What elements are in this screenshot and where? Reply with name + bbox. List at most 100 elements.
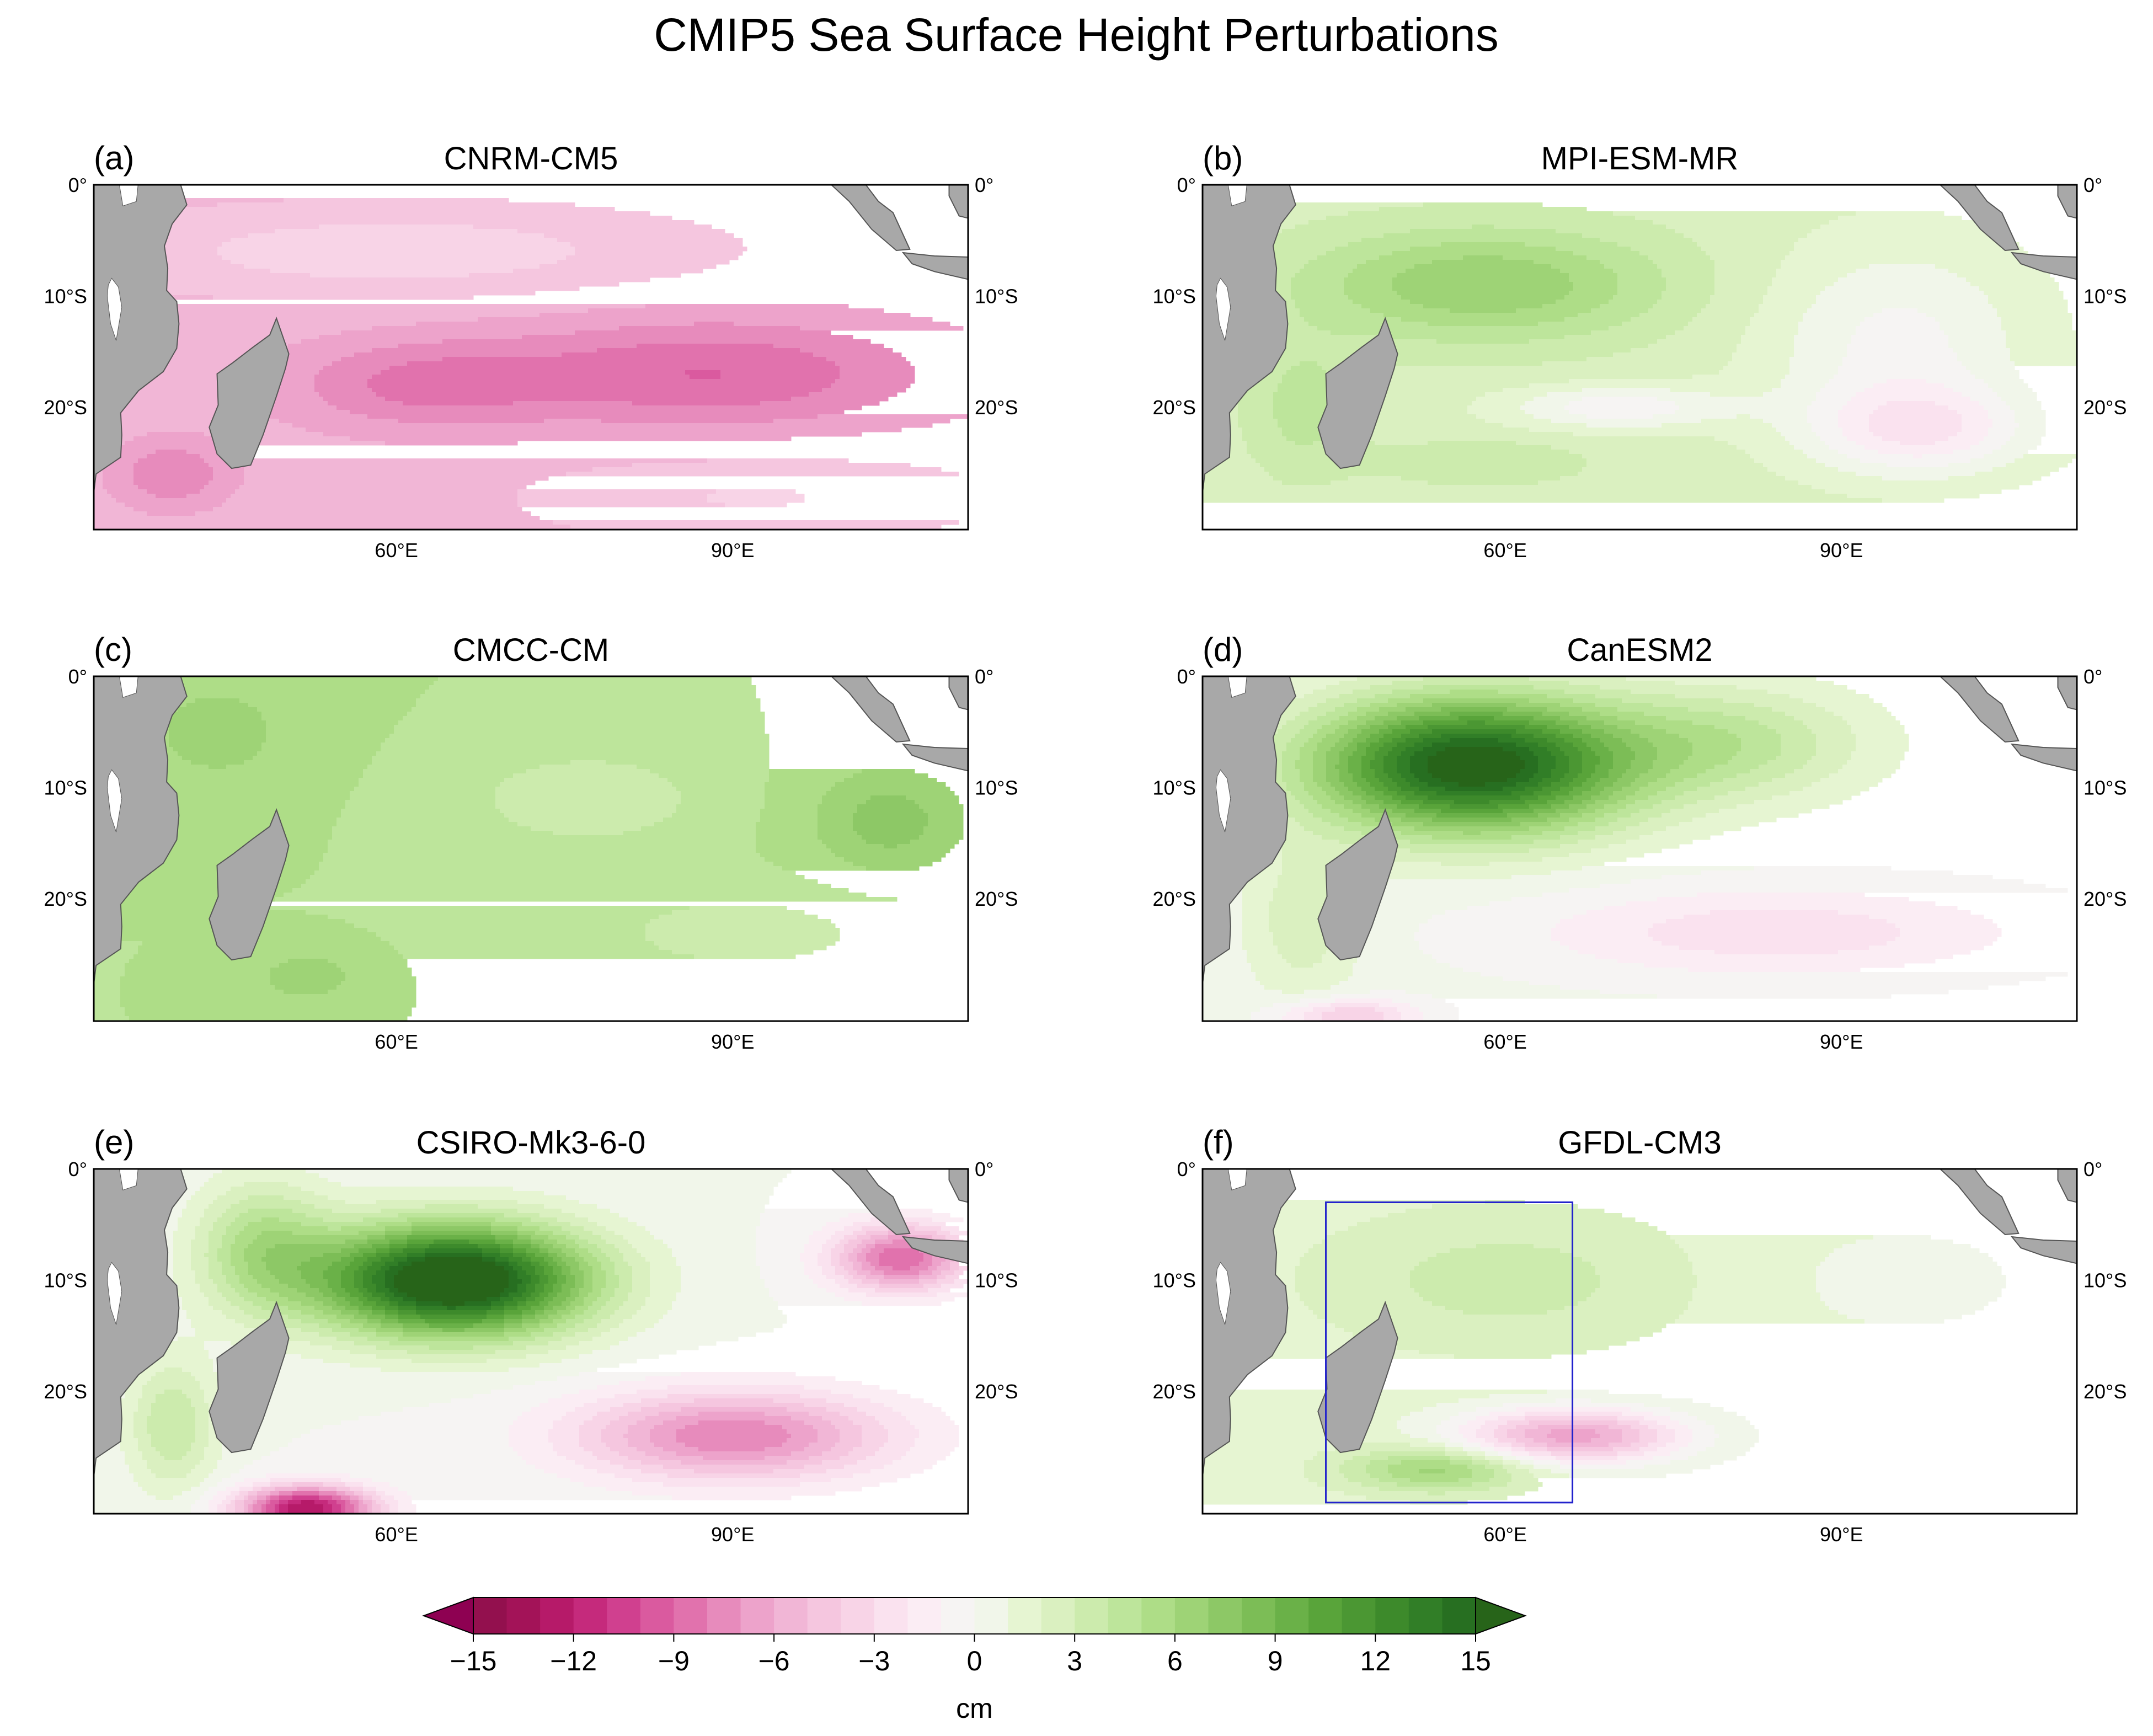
colorbar-segment: [1442, 1598, 1476, 1634]
lat-label-right: 20°S: [2083, 396, 2127, 419]
panel-frame: [93, 675, 969, 1022]
lon-label: 60°E: [375, 1030, 418, 1053]
colorbar-segment: [874, 1598, 909, 1634]
panel-model-title: CSIRO-Mk3-6-0: [416, 1125, 646, 1161]
panel-frame: [1201, 184, 2078, 531]
panel-model-title: CNRM-CM5: [444, 141, 618, 177]
panel-c: (c) CMCC-CM 0° 0° 10°S 10°S 20°S 20°S 60°E 90°E: [44, 631, 1018, 1053]
colorbar-segment: [1375, 1598, 1409, 1634]
lat-label-left: 10°S: [44, 1269, 87, 1292]
colorbar-segment: [774, 1598, 808, 1634]
panel-frame: [1201, 675, 2078, 1022]
colorbar-tick-label: 12: [1360, 1646, 1391, 1676]
lon-label: 60°E: [375, 1523, 418, 1546]
colorbar-segment: [1408, 1598, 1443, 1634]
ssh-field: [94, 198, 968, 530]
colorbar-tick-label: −3: [858, 1646, 890, 1676]
lat-label-right: 0°: [2083, 1158, 2102, 1181]
lat-label-right: 10°S: [975, 777, 1018, 799]
colorbar-segment: [607, 1598, 641, 1634]
lat-label-right: 10°S: [975, 1269, 1018, 1292]
panel-label: (b): [1203, 140, 1243, 177]
panel-b: (b) MPI-ESM-MR 0° 0° 10°S 10°S 20°S 20°S 60°E 90°…: [1153, 140, 2127, 562]
lat-label-left: 10°S: [1153, 1269, 1196, 1292]
lat-label-right: 10°S: [2083, 777, 2127, 799]
ssh-field: [1203, 202, 2077, 503]
land: [1203, 676, 2077, 1021]
colorbar-segment: [540, 1598, 574, 1634]
colorbar-segment: [573, 1598, 607, 1634]
lon-label: 90°E: [711, 1030, 754, 1053]
colorbar-segment: [907, 1598, 942, 1634]
panel-model-title: MPI-ESM-MR: [1541, 141, 1739, 177]
colorbar-segment: [941, 1598, 975, 1634]
panel-f: (f) GFDL-CM3 0° 0° 10°S 10°S 20°S 20°S 60°E 90°E: [1153, 1124, 2127, 1546]
lat-label-left: 10°S: [1153, 285, 1196, 308]
lat-label-right: 0°: [2083, 665, 2102, 688]
lon-label: 60°E: [1483, 539, 1526, 562]
colorbar-segment: [974, 1598, 1008, 1634]
lat-label-left: 0°: [68, 174, 87, 196]
lat-label-left: 0°: [1177, 665, 1196, 688]
lat-label-right: 10°S: [2083, 285, 2127, 308]
colorbar-under-arrow: [422, 1596, 474, 1635]
lat-label-right: 10°S: [975, 285, 1018, 308]
colorbar-tick-label: 0: [967, 1646, 982, 1676]
colorbar-segment: [1174, 1598, 1209, 1634]
lat-label-left: 0°: [68, 1158, 87, 1181]
colorbar-unit-label: cm: [956, 1693, 993, 1724]
lat-label-left: 10°S: [44, 777, 87, 799]
panel-frame: [93, 184, 969, 531]
panel-frame: [1201, 1168, 2078, 1515]
panel-label: (e): [94, 1124, 134, 1161]
colorbar-over-arrow: [1475, 1596, 1527, 1635]
colorbar-segment: [707, 1598, 741, 1634]
colorbar-segment: [506, 1598, 541, 1634]
lat-label-left: 0°: [1177, 174, 1196, 196]
land: [94, 676, 968, 1021]
colorbar-segment: [1108, 1598, 1142, 1634]
analysis-box: [1325, 1201, 1574, 1504]
lon-label: 90°E: [1820, 539, 1863, 562]
panel-d: (d) CanESM2 0° 0° 10°S 10°S 20°S 20°S 60°E 90°E: [1153, 631, 2127, 1053]
lat-label-right: 10°S: [2083, 1269, 2127, 1292]
colorbar-segment: [1308, 1598, 1343, 1634]
land: [94, 1169, 968, 1514]
lat-label-right: 20°S: [2083, 1380, 2127, 1403]
colorbar-tick-label: 3: [1067, 1646, 1082, 1676]
colorbar-segment: [740, 1598, 774, 1634]
lat-label-left: 10°S: [1153, 777, 1196, 799]
colorbar-tick-label: −6: [758, 1646, 790, 1676]
colorbar-segment: [1208, 1598, 1242, 1634]
colorbar-segment: [1041, 1598, 1075, 1634]
lon-label: 90°E: [1820, 1030, 1863, 1053]
panel-frame: [93, 1168, 969, 1515]
colorbar-segment: [841, 1598, 875, 1634]
lon-label: 60°E: [1483, 1523, 1526, 1546]
figure-title: CMIP5 Sea Surface Height Perturbations: [654, 9, 1498, 61]
colorbar-segment: [640, 1598, 675, 1634]
lat-label-right: 20°S: [975, 888, 1018, 910]
land: [1203, 1169, 2077, 1514]
land: [1203, 185, 2077, 530]
lat-label-left: 20°S: [1153, 396, 1196, 419]
panel-model-title: CanESM2: [1567, 632, 1712, 668]
panel-label: (f): [1203, 1124, 1234, 1161]
lat-label-right: 20°S: [975, 396, 1018, 419]
colorbar-segment: [1008, 1598, 1042, 1634]
colorbar-tick-label: −9: [658, 1646, 690, 1676]
colorbar-segment: [473, 1598, 507, 1634]
lat-label-left: 20°S: [1153, 888, 1196, 910]
lat-label-right: 0°: [975, 1158, 993, 1181]
colorbar-tick-label: 6: [1167, 1646, 1183, 1676]
ssh-field: [1203, 1200, 2006, 1505]
panel-model-title: CMCC-CM: [453, 632, 610, 668]
lat-label-right: 20°S: [975, 1380, 1018, 1403]
lat-label-right: 0°: [975, 665, 993, 688]
lon-label: 90°E: [1820, 1523, 1863, 1546]
lat-label-right: 0°: [975, 174, 993, 196]
colorbar-tick-label: 15: [1460, 1646, 1491, 1676]
colorbar: −15 −12 −9 −6 −3 0 3 6 9 12 15 cm: [422, 1596, 1527, 1724]
